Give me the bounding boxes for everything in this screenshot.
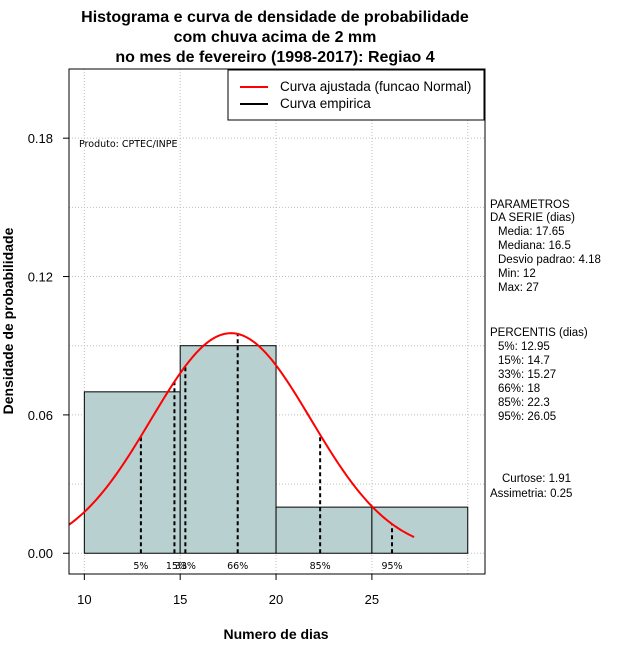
- param-mediana: Mediana: 16.5: [498, 240, 571, 252]
- histogram-bar-4: [371, 506, 469, 554]
- parametros-header-1: PARAMETROS: [490, 199, 570, 211]
- x-tick-label: 15: [173, 592, 187, 607]
- percentil-66: 66%: 18: [498, 383, 540, 395]
- percentile-label-15: 15%: [166, 561, 187, 572]
- curtose-value: Curtose: 1.91: [502, 473, 571, 485]
- title-line-1: Histograma e curva de densidade de proba…: [81, 9, 469, 26]
- normal-fit-curve: [68, 332, 415, 538]
- percentile-label-33: 33%: [175, 561, 196, 572]
- percentile-lines: 5% 15%33% 66% 85% 95%: [133, 333, 403, 572]
- title-line-2: com chuva acima de 2 mm: [174, 29, 377, 46]
- percentil-33: 33%: 15.27: [498, 369, 556, 381]
- statistics-panel: PARAMETROS DA SERIE (dias) Media: 17.65 …: [490, 199, 601, 500]
- percentil-85: 85%: 22.3: [498, 397, 550, 409]
- histogram-bar-1: [83, 391, 181, 554]
- histogram-bars: [83, 345, 469, 554]
- percentile-label-66: 66%: [227, 561, 248, 572]
- legend-box: [227, 69, 485, 121]
- percentil-95: 95%: 26.05: [498, 411, 556, 423]
- x-tick-label: 20: [269, 592, 283, 607]
- param-max: Max: 27: [498, 282, 539, 294]
- y-tick-label: 0.12: [28, 270, 53, 285]
- normal-curve-layer: [68, 332, 415, 538]
- plot-frame: [68, 68, 486, 575]
- legend: Curva ajustada (funcao Normal) Curva emp…: [227, 69, 485, 121]
- percentil-15: 15%: 14.7: [498, 355, 550, 367]
- legend-label-empirical: Curva empirica: [280, 96, 371, 111]
- percentis-header: PERCENTIS (dias): [490, 327, 588, 339]
- histogram-bar-3: [275, 506, 373, 554]
- param-media: Media: 17.65: [498, 226, 565, 238]
- percentile-label-5: 5%: [133, 561, 148, 572]
- axes: 10 15 20 25 0.00 0.06 0.12 0.18: [28, 131, 379, 607]
- percentile-label-95: 95%: [381, 561, 402, 572]
- chart-title: Histograma e curva de densidade de proba…: [81, 9, 469, 66]
- parametros-header-2: DA SERIE (dias): [490, 212, 575, 224]
- x-axis-title: Numero de dias: [223, 626, 328, 642]
- product-label: Produto: CPTEC/INPE: [79, 139, 178, 150]
- y-tick-label: 0.18: [28, 131, 53, 146]
- histogram-bar-2: [179, 345, 277, 554]
- x-tick-label: 25: [365, 592, 379, 607]
- y-axis-title: Densidade de probabilidade: [0, 227, 16, 414]
- x-tick-label: 10: [77, 592, 91, 607]
- legend-label-fitted: Curva ajustada (funcao Normal): [280, 79, 471, 94]
- percentile-label-85: 85%: [310, 561, 331, 572]
- percentil-5: 5%: 12.95: [498, 341, 550, 353]
- y-tick-label: 0.06: [28, 408, 53, 423]
- param-min: Min: 12: [498, 268, 536, 280]
- y-tick-label: 0.00: [28, 546, 53, 561]
- param-desvio: Desvio padrao: 4.18: [498, 254, 601, 266]
- title-line-3: no mes de fevereiro (1998-2017): Regiao …: [115, 49, 434, 66]
- assimetria-value: Assimetria: 0.25: [490, 488, 572, 500]
